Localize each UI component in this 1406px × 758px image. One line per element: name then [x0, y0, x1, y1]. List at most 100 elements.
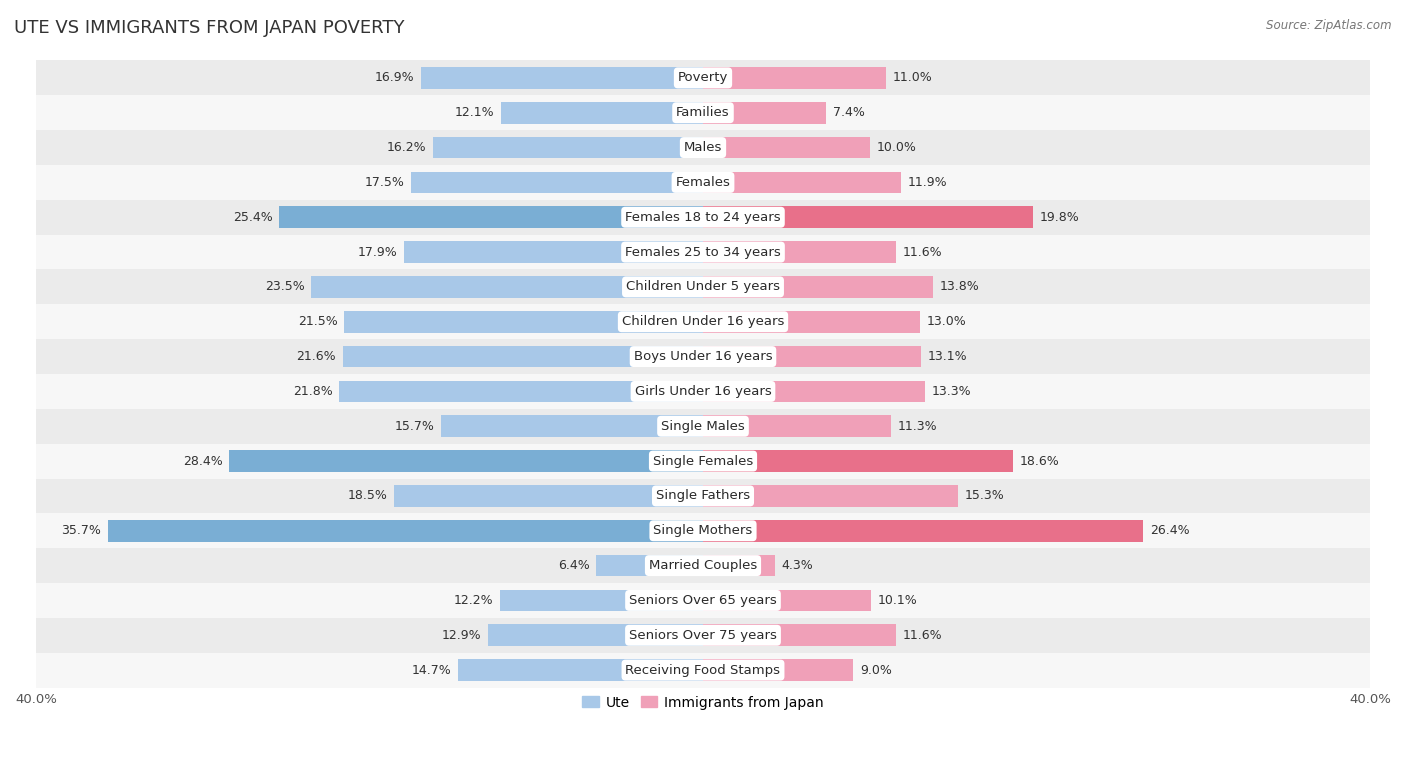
Text: 13.8%: 13.8% — [939, 280, 980, 293]
Text: 17.9%: 17.9% — [359, 246, 398, 258]
Bar — [703, 171, 901, 193]
Bar — [703, 625, 897, 646]
Bar — [108, 520, 703, 541]
Text: Females: Females — [675, 176, 731, 189]
Bar — [703, 276, 934, 298]
Bar — [703, 555, 775, 576]
Text: Families: Families — [676, 106, 730, 119]
Bar — [37, 513, 1369, 548]
Text: Females 18 to 24 years: Females 18 to 24 years — [626, 211, 780, 224]
Bar — [229, 450, 703, 472]
Text: Girls Under 16 years: Girls Under 16 years — [634, 385, 772, 398]
Text: 4.3%: 4.3% — [782, 559, 813, 572]
Text: Children Under 16 years: Children Under 16 years — [621, 315, 785, 328]
Text: Boys Under 16 years: Boys Under 16 years — [634, 350, 772, 363]
Text: 28.4%: 28.4% — [183, 455, 222, 468]
Bar — [405, 241, 703, 263]
Text: Receiving Food Stamps: Receiving Food Stamps — [626, 663, 780, 677]
Bar — [37, 583, 1369, 618]
Text: 26.4%: 26.4% — [1150, 525, 1189, 537]
Text: 10.1%: 10.1% — [879, 594, 918, 607]
Bar — [37, 200, 1369, 235]
Bar — [703, 67, 886, 89]
Text: Single Males: Single Males — [661, 420, 745, 433]
Text: 16.2%: 16.2% — [387, 141, 426, 154]
Text: 9.0%: 9.0% — [859, 663, 891, 677]
Legend: Ute, Immigrants from Japan: Ute, Immigrants from Japan — [576, 690, 830, 715]
Text: 12.2%: 12.2% — [453, 594, 494, 607]
Bar — [703, 241, 897, 263]
Bar — [37, 130, 1369, 165]
Bar — [37, 478, 1369, 513]
Text: 11.9%: 11.9% — [908, 176, 948, 189]
Text: 11.6%: 11.6% — [903, 629, 943, 642]
Text: Females 25 to 34 years: Females 25 to 34 years — [626, 246, 780, 258]
Text: 16.9%: 16.9% — [375, 71, 415, 84]
Text: 25.4%: 25.4% — [233, 211, 273, 224]
Bar — [37, 96, 1369, 130]
Text: Males: Males — [683, 141, 723, 154]
Text: 13.3%: 13.3% — [931, 385, 972, 398]
Bar — [422, 67, 703, 89]
Text: 13.0%: 13.0% — [927, 315, 966, 328]
Text: Seniors Over 75 years: Seniors Over 75 years — [628, 629, 778, 642]
Text: 12.9%: 12.9% — [441, 629, 481, 642]
Text: Married Couples: Married Couples — [650, 559, 756, 572]
Text: 23.5%: 23.5% — [264, 280, 305, 293]
Text: Single Females: Single Females — [652, 455, 754, 468]
Bar — [37, 339, 1369, 374]
Text: 21.5%: 21.5% — [298, 315, 337, 328]
Text: 13.1%: 13.1% — [928, 350, 967, 363]
Bar — [703, 311, 920, 333]
Text: Children Under 5 years: Children Under 5 years — [626, 280, 780, 293]
Text: 18.6%: 18.6% — [1019, 455, 1060, 468]
Text: 18.5%: 18.5% — [347, 490, 388, 503]
Bar — [488, 625, 703, 646]
Bar — [501, 102, 703, 124]
Bar — [37, 548, 1369, 583]
Bar — [703, 520, 1143, 541]
Bar — [395, 485, 703, 507]
Bar — [339, 381, 703, 402]
Bar — [596, 555, 703, 576]
Bar — [343, 346, 703, 368]
Bar — [703, 659, 853, 681]
Text: 15.7%: 15.7% — [395, 420, 434, 433]
Bar — [37, 443, 1369, 478]
Text: 21.6%: 21.6% — [297, 350, 336, 363]
Text: 11.6%: 11.6% — [903, 246, 943, 258]
Text: 35.7%: 35.7% — [60, 525, 101, 537]
Bar — [37, 270, 1369, 304]
Bar — [703, 450, 1014, 472]
Text: 12.1%: 12.1% — [456, 106, 495, 119]
Bar — [344, 311, 703, 333]
Bar — [37, 618, 1369, 653]
Bar — [703, 381, 925, 402]
Text: 15.3%: 15.3% — [965, 490, 1004, 503]
Text: 10.0%: 10.0% — [876, 141, 917, 154]
Bar — [433, 136, 703, 158]
Text: Poverty: Poverty — [678, 71, 728, 84]
Text: UTE VS IMMIGRANTS FROM JAPAN POVERTY: UTE VS IMMIGRANTS FROM JAPAN POVERTY — [14, 19, 405, 37]
Text: Single Mothers: Single Mothers — [654, 525, 752, 537]
Text: 7.4%: 7.4% — [834, 106, 865, 119]
Bar — [703, 590, 872, 611]
Bar — [311, 276, 703, 298]
Bar — [37, 374, 1369, 409]
Text: 17.5%: 17.5% — [364, 176, 405, 189]
Text: 6.4%: 6.4% — [558, 559, 589, 572]
Bar — [703, 102, 827, 124]
Bar — [499, 590, 703, 611]
Bar — [703, 136, 870, 158]
Bar — [703, 485, 957, 507]
Text: Seniors Over 65 years: Seniors Over 65 years — [628, 594, 778, 607]
Text: 11.0%: 11.0% — [893, 71, 932, 84]
Text: 14.7%: 14.7% — [412, 663, 451, 677]
Text: 21.8%: 21.8% — [292, 385, 333, 398]
Bar — [37, 304, 1369, 339]
Bar — [37, 61, 1369, 96]
Bar — [703, 346, 921, 368]
Text: Single Fathers: Single Fathers — [657, 490, 749, 503]
Bar — [37, 235, 1369, 270]
Bar — [37, 653, 1369, 688]
